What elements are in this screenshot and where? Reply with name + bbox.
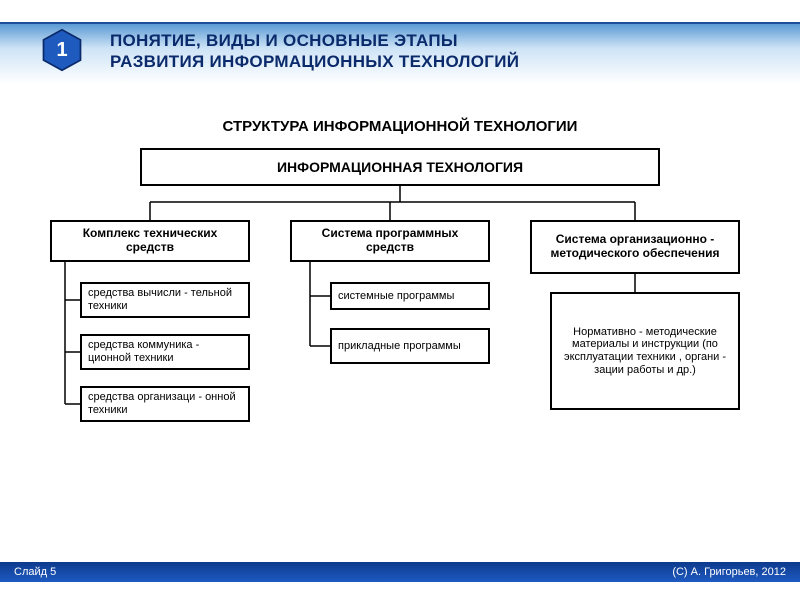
branch-node: Комплекс технических средств bbox=[50, 220, 250, 262]
branch-node: Система организационно - методического о… bbox=[530, 220, 740, 274]
copyright: (C) А. Григорьев, 2012 bbox=[672, 566, 786, 578]
leaf-node: системные программы bbox=[330, 282, 490, 310]
leaf-node: Нормативно - методические материалы и ин… bbox=[550, 292, 740, 410]
footer-bar: Слайд 5 (C) А. Григорьев, 2012 bbox=[0, 562, 800, 582]
diagram-title: СТРУКТУРА ИНФОРМАЦИОННОЙ ТЕХНОЛОГИИ bbox=[0, 118, 800, 135]
tree-diagram: ИНФОРМАЦИОННАЯ ТЕХНОЛОГИЯ Комплекс технич… bbox=[50, 142, 750, 532]
leaf-node: средства организаци - онной техники bbox=[80, 386, 250, 422]
title-line-2: РАЗВИТИЯ ИНФОРМАЦИОННЫХ ТЕХНОЛОГИЙ bbox=[110, 52, 519, 71]
leaf-node: средства коммуника - ционной техники bbox=[80, 334, 250, 370]
root-node: ИНФОРМАЦИОННАЯ ТЕХНОЛОГИЯ bbox=[140, 148, 660, 186]
section-number: 1 bbox=[40, 28, 84, 72]
section-number-badge: 1 bbox=[40, 28, 84, 72]
branch-node: Система программных средств bbox=[290, 220, 490, 262]
leaf-node: средства вычисли - тельной техники bbox=[80, 282, 250, 318]
title-line-1: ПОНЯТИЕ, ВИДЫ И ОСНОВНЫЕ ЭТАПЫ bbox=[110, 31, 458, 50]
slide-number: Слайд 5 bbox=[14, 566, 56, 578]
page-title: ПОНЯТИЕ, ВИДЫ И ОСНОВНЫЕ ЭТАПЫ РАЗВИТИЯ … bbox=[110, 30, 780, 73]
leaf-node: прикладные программы bbox=[330, 328, 490, 364]
